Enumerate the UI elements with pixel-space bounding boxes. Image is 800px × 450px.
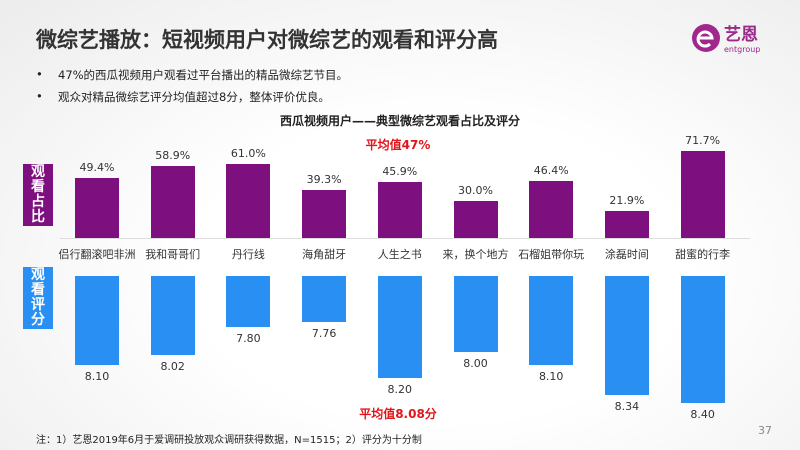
share-data-label: 39.3% (306, 173, 342, 187)
rating-data-label: 8.10 (538, 370, 564, 384)
rating-bar (150, 276, 195, 355)
bullet-text: 47%的西瓜视频用户观看过平台播出的精品微综艺节目。 (58, 68, 349, 82)
share-average: 平均值47% (365, 138, 431, 152)
category-label: 涂磊时间 (604, 248, 649, 261)
share-data-label: 71.7% (685, 133, 721, 147)
rating-bar (529, 276, 574, 366)
svg-text:艺恩: 艺恩 (724, 24, 758, 45)
rating-data-label: 7.76 (311, 327, 337, 341)
share-data-label: 30.0% (458, 184, 493, 198)
rating-bar (604, 276, 649, 396)
rating-average: 平均值8.08分 (359, 407, 437, 421)
bullet-text: 观众对精品微综艺评分均值超过8分，整体评价优良。 (58, 90, 330, 104)
share-bar (680, 150, 725, 238)
share-bar (75, 177, 119, 238)
svg-text:entgroup: entgroup (724, 45, 760, 54)
category-label: 我和哥哥们 (145, 248, 201, 261)
category-label: 来，换个地方 (442, 248, 509, 261)
category-label: 海角甜牙 (302, 248, 347, 261)
rating-data-label: 8.02 (160, 359, 185, 373)
rating-data-label: 8.20 (387, 382, 413, 396)
rating-bar (75, 276, 119, 366)
share-data-label: 45.9% (382, 165, 418, 178)
share-bar (377, 182, 422, 238)
share-bar (226, 163, 271, 238)
page-number: 37 (758, 424, 772, 437)
share-bar (150, 166, 195, 238)
rating-bar (377, 276, 422, 378)
share-bar (529, 181, 574, 238)
category-label: 丹行线 (231, 248, 265, 261)
rating-bar (226, 276, 271, 328)
footnote: 注：1）艺恩2019年6月于爱调研投放观众调研获得数据，N=1515；2）评分为… (36, 435, 422, 446)
slide-title: 微综艺播放：短视频用户对微综艺的观看和评分高 (36, 28, 498, 52)
rating-bar (453, 276, 498, 353)
share-bar (453, 201, 498, 238)
rating-data-label: 8.34 (614, 400, 640, 414)
share-data-label: 49.4% (79, 160, 115, 174)
rating-bar (680, 276, 725, 403)
share-data-label: 21.9% (609, 194, 645, 208)
share-bar (302, 190, 347, 238)
share-side-label: 观看占比 (31, 164, 45, 225)
rating-data-label: 7.80 (236, 332, 261, 346)
category-label: 石榴姐带你玩 (518, 248, 585, 261)
rating-bar (302, 276, 347, 323)
entgroup-logo: 艺恩 entgroup (688, 20, 778, 56)
share-data-label: 58.9% (155, 149, 191, 163)
share-bar (604, 211, 649, 238)
logo-icon: 艺恩 entgroup (692, 24, 760, 54)
rating-data-label: 8.00 (463, 357, 488, 371)
category-label: 甜蜜的行李 (675, 248, 731, 261)
share-data-label: 46.4% (533, 164, 569, 178)
chart-title: 西瓜视频用户——典型微综艺观看占比及评分 (279, 114, 520, 128)
category-label: 侣行翻滚吧非洲 (58, 248, 136, 261)
bullet-1: 47%的西瓜视频用户观看过平台播出的精品微综艺节目。 (36, 67, 348, 83)
rating-data-label: 8.10 (84, 370, 110, 384)
share-data-label: 61.0% (230, 146, 266, 160)
share-side-label-box: 观看占比 (23, 164, 53, 226)
rating-side-label: 观看评分 (31, 267, 45, 328)
category-label: 人生之书 (377, 248, 422, 261)
rating-side-label-box: 观看评分 (23, 267, 53, 329)
rating-data-label: 8.40 (690, 408, 715, 421)
baseline (60, 238, 750, 239)
bullet-2: 观众对精品微综艺评分均值超过8分，整体评价优良。 (36, 89, 330, 105)
